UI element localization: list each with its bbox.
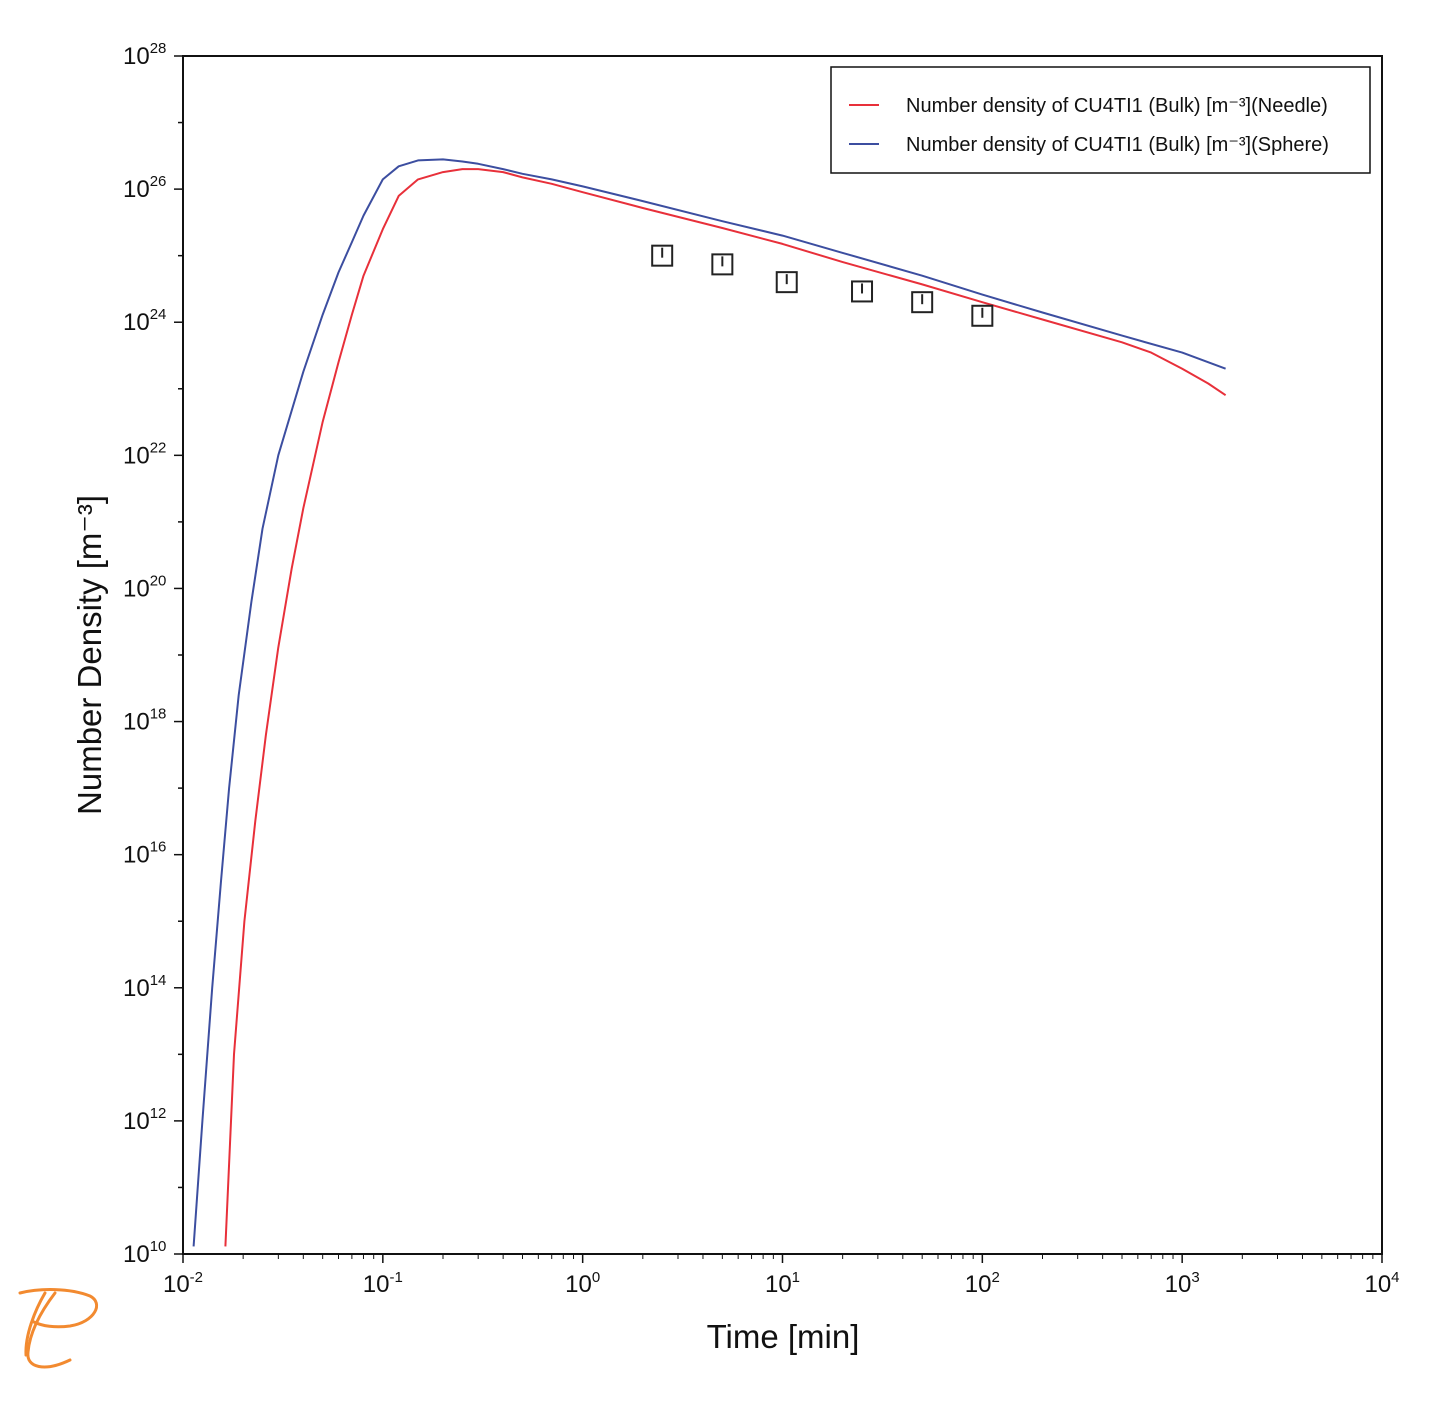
y-tick-label: 1018	[123, 706, 166, 736]
legend-box	[830, 66, 1371, 174]
x-tick-label: 103	[1165, 1269, 1200, 1298]
x-tick-label: 101	[765, 1269, 800, 1298]
legend-label-needle: Number density of CU4TI1 (Bulk) [m⁻³](Ne…	[906, 95, 1328, 117]
y-axis-title: Number Density [m⁻³]	[71, 495, 108, 815]
y-tick-label: 1022	[123, 439, 166, 469]
data-point-marker	[711, 253, 734, 276]
series-line-1	[192, 158, 1226, 1247]
x-tick-label: 100	[565, 1269, 600, 1298]
x-axis-tick-labels: 10-2 10-1 100 101 102 103 104	[163, 1269, 1400, 1298]
y-tick-label: 1026	[123, 173, 166, 203]
y-tick-label: 1012	[123, 1105, 166, 1135]
y-tick-label: 1020	[123, 572, 166, 602]
x-tick-label: 10-1	[363, 1269, 403, 1298]
plot-area	[182, 55, 1383, 1255]
y-tick-label: 1010	[123, 1238, 166, 1268]
data-point-marker	[775, 271, 798, 294]
data-point-marker	[911, 291, 934, 314]
thermo-calc-logo	[18, 1288, 98, 1369]
x-tick-label: 102	[965, 1269, 1000, 1298]
data-point-marker	[651, 244, 674, 267]
x-axis-title: Time [min]	[707, 1318, 860, 1355]
y-tick-label: 1016	[123, 839, 166, 869]
x-tick-label: 10-2	[163, 1269, 203, 1298]
series-layer	[192, 158, 1227, 1247]
y-axis-tick-labels: 1010 1012 1014 1016 1018 1020 1022 1024 1026 1028	[123, 40, 166, 1268]
x-axis-ticks	[182, 1254, 1383, 1263]
y-tick-label: 1014	[123, 972, 166, 1002]
data-point-marker	[971, 304, 994, 327]
x-tick-label: 104	[1364, 1269, 1399, 1298]
data-point-marker	[851, 280, 874, 303]
y-tick-label: 1024	[123, 306, 166, 336]
y-tick-label: 1028	[123, 40, 166, 70]
series-line-0	[224, 168, 1227, 1247]
legend: Number density of CU4TI1 (Bulk) [m⁻³](Ne…	[830, 66, 1371, 174]
legend-label-sphere: Number density of CU4TI1 (Bulk) [m⁻³](Sp…	[906, 134, 1329, 156]
y-axis-ticks	[174, 55, 183, 1255]
